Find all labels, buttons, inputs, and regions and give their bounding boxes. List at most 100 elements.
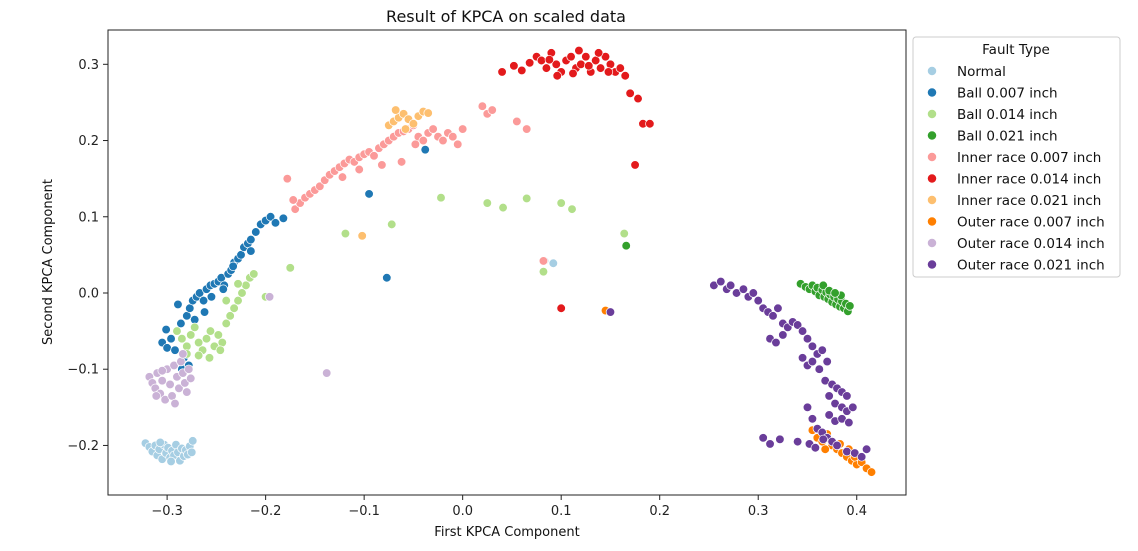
scatter-point (204, 353, 215, 363)
scatter-point (170, 345, 180, 355)
legend-items: Normal Ball 0.007 inch Ball 0.014 inch Ball… (927, 64, 1105, 274)
scatter-point (615, 63, 625, 73)
scatter-point (548, 258, 558, 268)
scatter-point (337, 172, 348, 182)
scatter-point (377, 160, 387, 170)
scatter-point (861, 444, 872, 454)
scatter-point (848, 402, 858, 412)
scatter-point (176, 356, 186, 367)
scatter-point (517, 65, 527, 76)
scatter-point (423, 108, 433, 118)
scatter-point (625, 88, 635, 98)
scatter-point (477, 101, 488, 111)
scatter-point (818, 280, 828, 291)
scatter-point (771, 337, 781, 348)
scatter-point (157, 376, 167, 386)
scatter-point (775, 434, 785, 445)
scatter-point (568, 68, 578, 79)
legend-label: Outer race 0.007 inch (957, 215, 1105, 231)
scatter-point (458, 124, 468, 134)
scatter-point (198, 295, 209, 306)
scatter-point (387, 219, 397, 230)
scatter-point (193, 350, 204, 361)
scatter-point (538, 256, 549, 266)
scatter-point (820, 444, 830, 454)
scatter-point (193, 337, 204, 348)
scatter-point (620, 71, 630, 81)
scatter-point (186, 373, 196, 384)
scatter-point (773, 303, 783, 313)
scatter-point (497, 67, 507, 77)
chart-title: Result of KPCA on scaled data (386, 7, 626, 26)
scatter-point (213, 330, 223, 340)
y-axis-label: Second KPCA Component (41, 179, 56, 345)
scatter-point (619, 228, 629, 239)
legend-marker (927, 152, 937, 162)
legend-marker (927, 66, 937, 76)
x-tick-label: −0.2 (250, 504, 282, 519)
legend-marker (927, 173, 937, 184)
scatter-point (593, 48, 604, 58)
y-tick-label: −0.2 (67, 439, 99, 454)
scatter-point (605, 307, 616, 317)
x-axis-ticks: −0.3 −0.2 −0.1 0.0 0.1 0.2 0.3 0.4 (151, 495, 867, 519)
scatter-point (824, 410, 834, 420)
scatter-point (807, 341, 818, 352)
scatter-point (237, 288, 247, 298)
scatter-point (221, 295, 231, 306)
legend-box (912, 36, 1121, 278)
scatter-point (186, 330, 196, 340)
scatter-point (229, 303, 239, 313)
plot-area (107, 29, 907, 496)
scatter-point (551, 59, 561, 69)
scatter-point (522, 124, 532, 134)
scatter-point (581, 52, 591, 62)
x-tick-label: −0.1 (348, 504, 380, 519)
scatter-point (420, 145, 430, 155)
scatter-point (842, 391, 852, 401)
scatter-point (753, 295, 763, 306)
scatter-point (448, 132, 458, 142)
legend-label: Inner race 0.014 inch (957, 172, 1101, 188)
scatter-point (166, 456, 176, 467)
scatter-point (357, 231, 367, 241)
scatter-point (844, 417, 854, 428)
scatter-point (340, 228, 351, 239)
scatter-point (382, 273, 392, 283)
scatter-point (241, 280, 251, 291)
scatter-point (176, 318, 186, 329)
scatter-point (201, 334, 212, 344)
y-tick-label: 0.0 (78, 286, 99, 301)
scatter-point (817, 345, 827, 355)
scatter-point (768, 311, 778, 321)
scatter-point (187, 447, 197, 457)
scatter-point (251, 227, 261, 237)
y-tick-label: 0.3 (78, 58, 99, 73)
scatter-point (842, 446, 852, 457)
legend-label: Inner race 0.021 inch (957, 193, 1101, 209)
x-tick-label: 0.0 (452, 504, 473, 519)
scatter-point (818, 434, 828, 445)
y-tick-label: −0.1 (67, 363, 99, 378)
scatter-point (556, 198, 566, 208)
scatter-point (576, 59, 586, 69)
scatter-point (166, 334, 176, 344)
scatter-point (270, 218, 281, 228)
legend-label: Normal (957, 64, 1006, 80)
x-tick-label: 0.4 (846, 504, 867, 519)
scatter-point (354, 164, 364, 175)
legend-marker (927, 130, 937, 141)
scatter-point (716, 276, 726, 287)
legend-title: Fault Type (982, 42, 1050, 58)
scatter-point (552, 71, 562, 81)
scatter-point (509, 61, 519, 71)
legend-marker (927, 259, 937, 270)
x-tick-label: −0.3 (151, 504, 183, 519)
scatter-point (233, 279, 243, 289)
scatter-point (265, 212, 276, 222)
x-tick-label: 0.3 (748, 504, 769, 519)
scatter-point (541, 63, 552, 73)
scatter-point (400, 124, 411, 134)
scatter-point (814, 364, 824, 374)
